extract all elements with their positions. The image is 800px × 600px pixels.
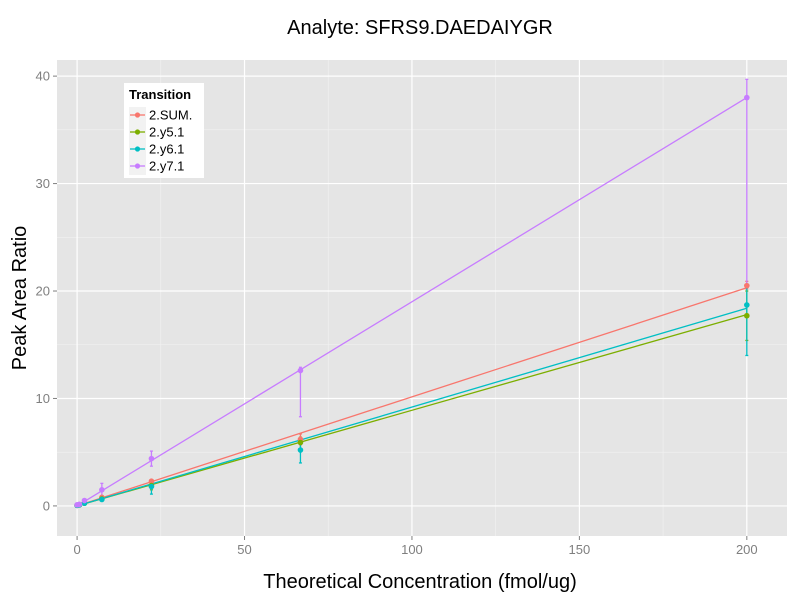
legend-label-2-y6-1: 2.y6.1 — [149, 142, 184, 157]
x-tick-label: 150 — [569, 542, 591, 557]
x-axis-title: Theoretical Concentration (fmol/ug) — [263, 571, 576, 593]
legend-key-point-2-sum — [134, 112, 141, 118]
series-line-2-y7-1 — [76, 97, 748, 507]
y-tick-label: 40 — [36, 69, 50, 84]
legend: Transition 2.SUM. 2.y5.1 2.y6.1 2.y7.1 — [124, 83, 204, 178]
data-point-2-y7-1 — [148, 455, 155, 462]
legend-title: Transition — [129, 87, 191, 102]
y-tick-label: 10 — [36, 391, 50, 406]
data-point-2-y7-1 — [76, 501, 83, 508]
legend-label-2-y5-1: 2.y5.1 — [149, 125, 184, 140]
data-point-2-y7-1 — [99, 486, 105, 493]
legend-key-point-2-y5-1 — [134, 129, 141, 135]
series-line-2-y5-1 — [76, 314, 747, 507]
legend-label-2-sum: 2.SUM. — [149, 108, 192, 123]
chart-title: Analyte: SFRS9.DAEDAIYGR — [287, 17, 553, 39]
y-tick-label: 20 — [36, 284, 50, 299]
series-line-2-sum — [76, 287, 748, 507]
y-tick-label: 0 — [43, 498, 50, 513]
data-point-2-y7-1 — [744, 94, 750, 101]
legend-keys: 2.SUM. 2.y5.1 2.y6.1 2.y7.1 — [129, 107, 192, 175]
x-axis-ticks: 0 50 100 150 200 — [73, 536, 758, 557]
data-point-2-sum — [744, 282, 750, 289]
data-point-2-y6-1 — [148, 483, 155, 490]
data-point-2-y6-1 — [297, 447, 304, 453]
data-point-2-y6-1 — [744, 302, 750, 308]
legend-key-point-2-y6-1 — [134, 146, 141, 152]
data-points — [74, 94, 750, 509]
data-point-2-y7-1 — [81, 497, 88, 504]
data-point-2-sum — [148, 478, 155, 485]
fit-lines — [76, 97, 748, 507]
x-tick-label: 100 — [401, 542, 423, 557]
x-tick-label: 50 — [237, 542, 251, 557]
y-tick-label: 30 — [36, 176, 50, 191]
legend-label-2-y7-1: 2.y7.1 — [149, 159, 184, 174]
data-point-2-y5-1 — [744, 312, 750, 319]
data-point-2-y5-1 — [297, 439, 304, 446]
x-tick-label: 200 — [736, 542, 758, 557]
legend-key-point-2-y7-1 — [134, 163, 141, 169]
series-line-2-y6-1 — [76, 307, 748, 507]
y-axis-ticks: 0 10 20 30 40 — [36, 69, 57, 513]
data-point-2-y7-1 — [297, 367, 304, 374]
data-point-2-y6-1 — [99, 496, 105, 503]
x-tick-label: 0 — [73, 542, 80, 557]
y-axis-title: Peak Area Ratio — [9, 226, 31, 371]
